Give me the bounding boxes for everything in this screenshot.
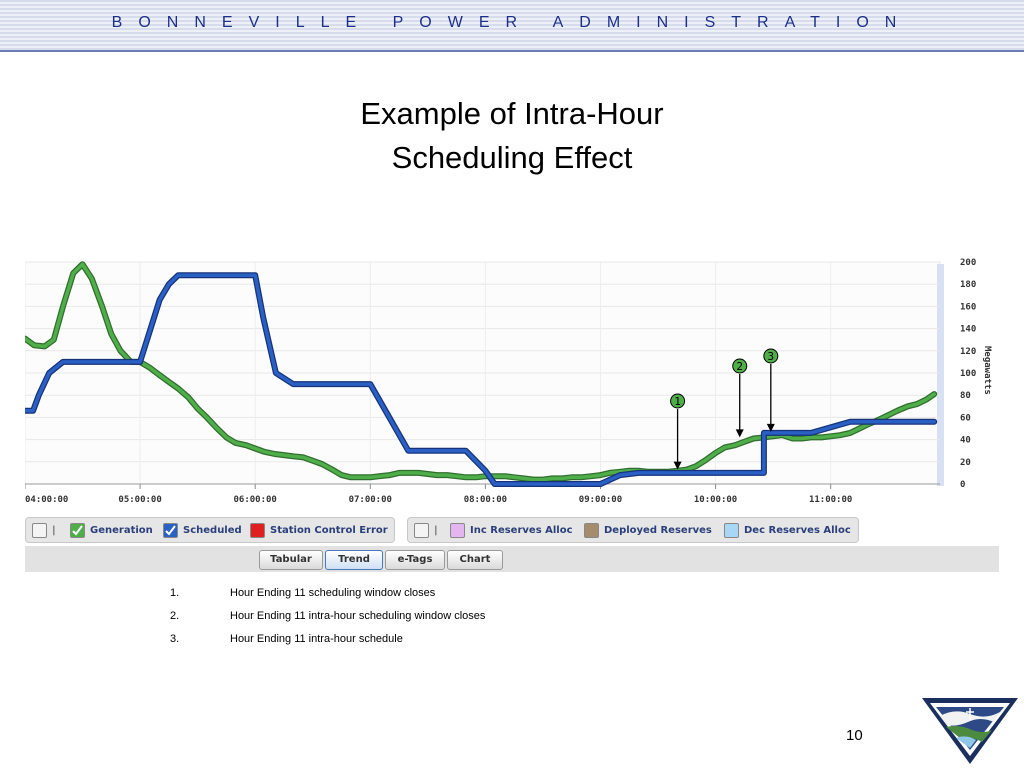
legend-master-checkbox[interactable]	[414, 522, 429, 538]
note-text: Hour Ending 11 scheduling window closes	[230, 587, 436, 599]
legend-group-1: | Generation Scheduled Station Control E…	[25, 517, 395, 543]
tab-tabular[interactable]: Tabular	[259, 550, 323, 570]
y-tick-label: 100	[960, 369, 976, 379]
note-text: Hour Ending 11 intra-hour scheduling win…	[230, 610, 486, 622]
legend-label-scheduled: Scheduled	[183, 524, 242, 536]
x-tick-label: 10:00:00	[694, 495, 737, 505]
legend-label-inc-reserves: Inc Reserves Alloc	[470, 524, 573, 536]
note-number: 3.	[170, 633, 180, 645]
station-control-error-checkbox[interactable]	[250, 522, 265, 538]
annotation-arrowhead-2	[735, 429, 744, 438]
note-number: 2.	[170, 610, 180, 622]
legend-master-toggle-2[interactable]: |	[414, 522, 438, 538]
annotation-marker-1	[670, 393, 686, 409]
x-tick-label: 09:00:00	[579, 495, 622, 505]
y-tick-label: 60	[960, 413, 971, 423]
y-tick-label: 200	[960, 258, 976, 268]
slide-title-line2: Scheduling Effect	[391, 140, 633, 175]
inc-reserves-checkbox[interactable]	[450, 522, 465, 538]
y-axis-label: Megawatts	[982, 346, 992, 395]
annotation-marker-3	[763, 348, 779, 364]
y-tick-label: 120	[960, 347, 976, 357]
legend-label-station-control-error: Station Control Error	[270, 524, 388, 536]
annotation-arrowhead-1	[673, 461, 682, 470]
x-tick-label: 07:00:00	[349, 495, 392, 505]
slide-title-line1: Example of Intra-Hour	[360, 96, 664, 131]
y-tick-label: 20	[960, 458, 971, 468]
checkmark-icon	[72, 524, 83, 536]
annotation-label-1: 1	[674, 395, 681, 408]
tab-trend[interactable]: Trend	[325, 550, 383, 570]
legend-label-generation: Generation	[90, 524, 153, 536]
legend-separator: |	[434, 524, 438, 536]
legend-separator: |	[52, 524, 56, 536]
y-tick-label: 80	[960, 391, 971, 401]
annotation-arrowhead-3	[766, 423, 775, 432]
annotation-marker-2	[732, 358, 748, 374]
y-tick-label: 160	[960, 302, 976, 312]
note-number: 1.	[170, 587, 180, 599]
y-axis-scroll-bar	[937, 264, 944, 486]
legend-master-toggle-1[interactable]: |	[32, 522, 56, 538]
deployed-reserves-checkbox[interactable]	[584, 522, 599, 538]
y-tick-label: 140	[960, 325, 976, 335]
x-tick-label: 04:00:00	[25, 495, 68, 505]
generation-checkbox[interactable]	[70, 522, 85, 538]
annotation-label-2: 2	[736, 360, 743, 373]
legend-group-2: | Inc Reserves Alloc Deployed Reserves D…	[407, 517, 859, 543]
view-tab-strip: Tabular Trend e-Tags Chart	[25, 546, 999, 572]
legend-label-deployed-reserves: Deployed Reserves	[604, 524, 712, 536]
note-text: Hour Ending 11 intra-hour schedule	[230, 633, 403, 645]
x-tick-label: 05:00:00	[118, 495, 161, 505]
y-tick-label: 0	[960, 480, 965, 490]
dec-reserves-checkbox[interactable]	[724, 522, 739, 538]
legend-item-inc-reserves[interactable]: Inc Reserves Alloc	[450, 522, 573, 538]
legend-item-dec-reserves[interactable]: Dec Reserves Alloc	[724, 522, 851, 538]
x-tick-label: 06:00:00	[234, 495, 277, 505]
legend-item-generation[interactable]: Generation	[70, 522, 153, 538]
x-tick-label: 11:00:00	[809, 495, 852, 505]
annotation-label-3: 3	[767, 350, 774, 363]
org-name: BONNEVILLE POWER ADMINISTRATION	[111, 14, 913, 31]
y-tick-label: 40	[960, 436, 971, 446]
header-banner: BONNEVILLE POWER ADMINISTRATION	[0, 0, 1024, 52]
scheduled-checkbox[interactable]	[163, 522, 178, 538]
x-tick-label: 08:00:00	[464, 495, 507, 505]
legend-item-scheduled[interactable]: Scheduled	[163, 522, 242, 538]
legend-master-checkbox[interactable]	[32, 522, 47, 538]
checkmark-icon	[165, 524, 176, 536]
y-tick-label: 180	[960, 280, 976, 290]
legend-item-deployed-reserves[interactable]: Deployed Reserves	[584, 522, 712, 538]
tab-chart[interactable]: Chart	[447, 550, 503, 570]
tab-e-tags[interactable]: e-Tags	[385, 550, 445, 570]
series-line-scheduled	[23, 273, 936, 486]
page-number: 10	[846, 727, 863, 744]
legend-label-dec-reserves: Dec Reserves Alloc	[744, 524, 851, 536]
legend-item-station-control-error[interactable]: Station Control Error	[250, 522, 388, 538]
bpa-logo-icon	[922, 698, 1018, 764]
